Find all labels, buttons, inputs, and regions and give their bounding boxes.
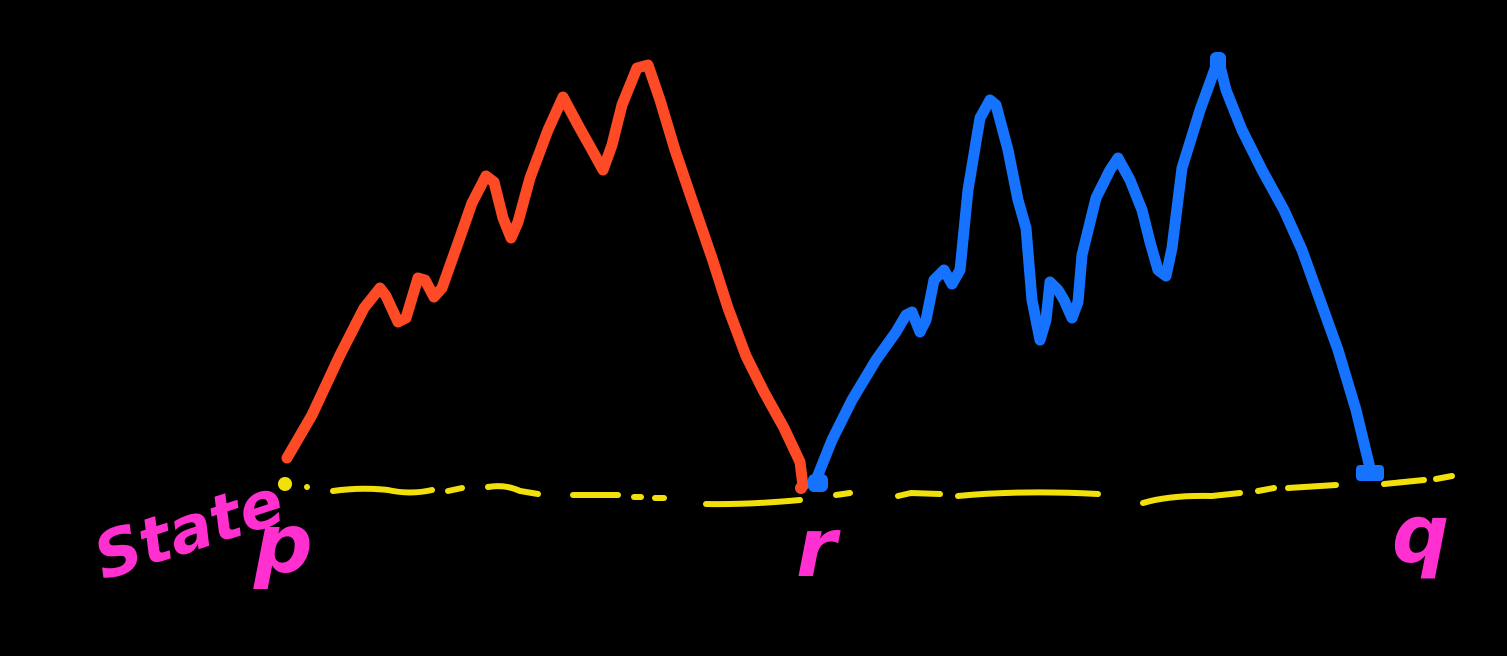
red-path-end-point	[795, 482, 807, 494]
blue-path-start-point	[808, 474, 828, 492]
blue-path-peak-cap	[1210, 52, 1226, 72]
point-p-marker	[278, 477, 310, 491]
point-label-p: p	[253, 497, 313, 592]
point-label-r: r	[796, 501, 841, 596]
point-label-q: q	[1392, 488, 1449, 581]
state-baseline	[330, 473, 1455, 508]
blue-path-r-to-q	[812, 52, 1376, 481]
red-path-p-to-r	[281, 59, 809, 492]
blue-path-end-point	[1356, 465, 1384, 481]
